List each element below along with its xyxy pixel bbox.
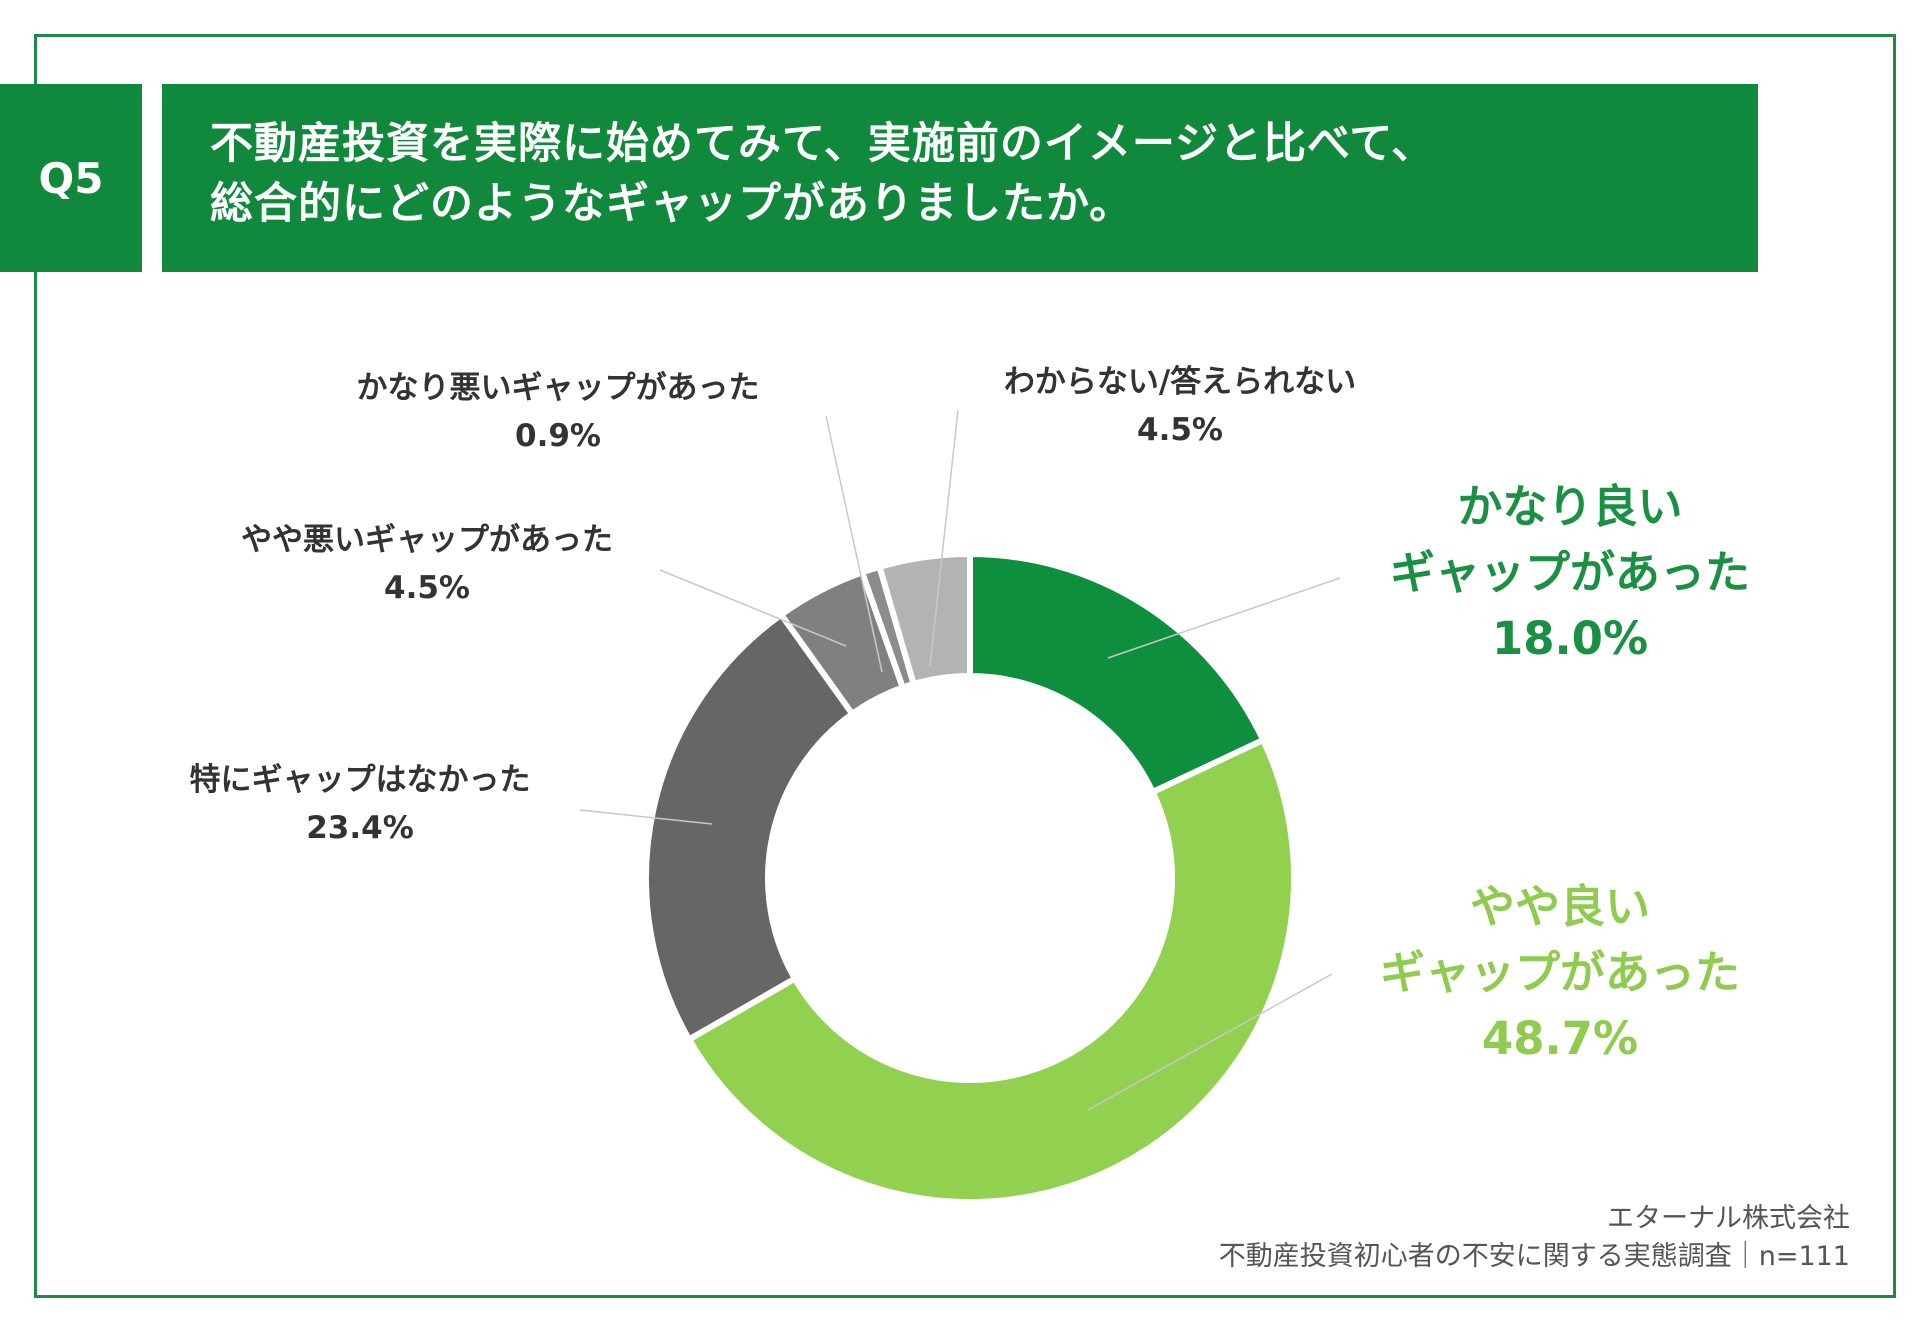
- label-very-good-gap-line2: ギャップがあった: [1389, 546, 1750, 599]
- label-very-bad-gap-text: かなり悪いギャップがあった: [356, 370, 760, 406]
- label-slightly-bad-gap-value: 4.5%: [384, 570, 470, 606]
- question-number: Q5: [38, 153, 104, 203]
- question-title-bar: 不動産投資を実際に始めてみて、実施前のイメージと比べて、 総合的にどのようなギャ…: [162, 84, 1758, 272]
- label-no-gap: 特にギャップはなかった 23.4%: [150, 756, 570, 852]
- label-very-good-gap-line1: かなり良い: [1457, 480, 1683, 533]
- slice-dont-know: [875, 550, 973, 688]
- label-slightly-good-gap-line2: ギャップがあった: [1379, 946, 1740, 999]
- label-slightly-bad-gap: やや悪いギャップがあった 4.5%: [192, 516, 662, 612]
- leader-line-slightly-good-gap: [1087, 973, 1333, 1111]
- label-very-bad-gap: かなり悪いギャップがあった 0.9%: [318, 364, 798, 460]
- leader-line-very-bad-gap: [825, 415, 883, 673]
- label-very-good-gap: かなり良い ギャップがあった 18.0%: [1350, 474, 1790, 672]
- label-very-good-gap-value: 18.0%: [1491, 612, 1649, 665]
- footer-company: エターナル株式会社: [1607, 1203, 1850, 1234]
- footer-survey: 不動産投資初心者の不安に関する実態調査｜n=111: [1218, 1241, 1850, 1272]
- question-badge: Q5: [0, 84, 142, 272]
- label-slightly-bad-gap-text: やや悪いギャップがあった: [241, 522, 613, 558]
- question-title-line-2: 総合的にどのようなギャップがありましたか。: [210, 179, 1134, 229]
- label-dont-know-value: 4.5%: [1137, 412, 1223, 448]
- slice-slightly-good-gap: [684, 736, 1297, 1205]
- leader-line-dont-know: [929, 409, 959, 667]
- label-slightly-good-gap: やや良い ギャップがあった 48.7%: [1340, 874, 1780, 1072]
- outer-frame: [34, 34, 1896, 1298]
- label-slightly-good-gap-line1: やや良い: [1469, 880, 1650, 933]
- slice-no-gap: [643, 610, 857, 1044]
- leader-line-slightly-bad-gap: [659, 569, 847, 647]
- question-title-line-1: 不動産投資を実際に始めてみて、実施前のイメージと比べて、: [210, 119, 1436, 169]
- label-very-bad-gap-value: 0.9%: [515, 418, 601, 454]
- label-slightly-good-gap-value: 48.7%: [1481, 1012, 1639, 1065]
- label-dont-know: わからない/答えられない 4.5%: [960, 358, 1400, 454]
- label-no-gap-text: 特にギャップはなかった: [189, 762, 531, 798]
- slice-very-good-gap: [967, 550, 1268, 796]
- leader-line-very-good-gap: [1107, 577, 1341, 659]
- leader-line-no-gap: [579, 809, 713, 825]
- label-no-gap-value: 23.4%: [306, 810, 414, 846]
- label-dont-know-text: わからない/答えられない: [1003, 364, 1357, 400]
